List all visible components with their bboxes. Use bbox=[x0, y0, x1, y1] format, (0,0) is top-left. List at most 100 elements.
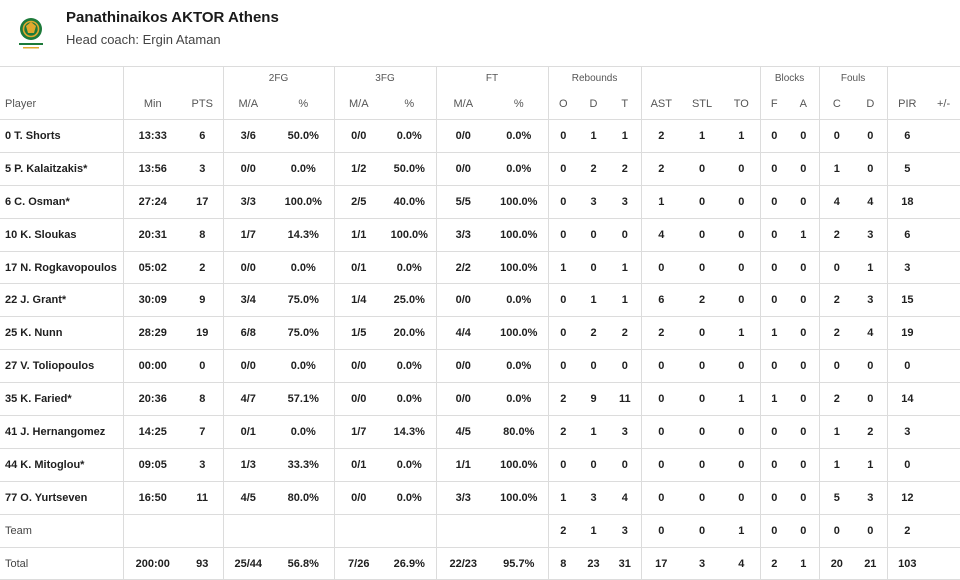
col-to[interactable]: TO bbox=[723, 89, 761, 120]
cell-player[interactable]: 35 K. Faried* bbox=[0, 382, 123, 417]
col-reb-d[interactable]: D bbox=[578, 89, 610, 120]
cell-2fg-pct: 50.0% bbox=[273, 119, 335, 153]
col-blk-f[interactable]: F bbox=[759, 89, 789, 120]
col-stl[interactable]: STL bbox=[681, 89, 724, 120]
cell-player[interactable]: 10 K. Sloukas bbox=[0, 218, 123, 252]
cell-reb-t: 11 bbox=[609, 382, 642, 417]
cell-blk-a: 1 bbox=[788, 218, 820, 252]
cell-foul-c: 4 bbox=[818, 185, 855, 219]
col-2fg-pct[interactable]: % bbox=[273, 89, 335, 120]
cell-pts: 0 bbox=[182, 349, 223, 384]
col-2fg-ma[interactable]: M/A bbox=[222, 89, 273, 120]
table-row[interactable]: 41 J. Hernangomez 14:25 7 0/1 0.0% 1/7 14.3% 4/… bbox=[0, 415, 960, 449]
cell-to: 4 bbox=[723, 547, 761, 580]
table-row[interactable]: 0 T. Shorts 13:33 6 3/6 50.0% 0/0 0.0% 0/0 0.0% 0… bbox=[0, 119, 960, 153]
col-3fg-pct[interactable]: % bbox=[383, 89, 437, 120]
cell-plus-minus bbox=[927, 415, 960, 449]
table-row[interactable]: 35 K. Faried* 20:36 8 4/7 57.1% 0/0 0.0% 0/0 0.0… bbox=[0, 382, 960, 417]
cell-pts: 9 bbox=[182, 283, 223, 318]
cell-reb-d: 23 bbox=[578, 547, 610, 580]
cell-plus-minus bbox=[927, 218, 960, 252]
cell-ast: 0 bbox=[640, 448, 682, 482]
column-header-row: Player Min PTS M/A % M/A % M/A % O D T A… bbox=[0, 89, 960, 120]
cell-ft-pct: 100.0% bbox=[490, 448, 549, 482]
cell-stl: 1 bbox=[681, 119, 724, 153]
col-foul-d[interactable]: D bbox=[854, 89, 888, 120]
cell-blk-f: 0 bbox=[759, 185, 789, 219]
cell-2fg-ma: 1/7 bbox=[222, 218, 273, 252]
cell-reb-t: 0 bbox=[609, 218, 642, 252]
cell-plus-minus bbox=[927, 448, 960, 482]
cell-player[interactable]: 0 T. Shorts bbox=[0, 119, 123, 153]
col-min[interactable]: Min bbox=[122, 89, 182, 120]
table-row[interactable]: 17 N. Rogkavopoulos 05:02 2 0/0 0.0% 0/1 0.0% 2… bbox=[0, 251, 960, 285]
cell-ft-pct: 0.0% bbox=[490, 152, 549, 186]
cell-blk-f: 0 bbox=[759, 415, 789, 449]
cell-blk-f: 2 bbox=[759, 547, 789, 580]
cell-player[interactable]: 41 J. Hernangomez bbox=[0, 415, 123, 449]
cell-reb-o: 0 bbox=[547, 185, 579, 219]
cell-3fg-ma: 0/1 bbox=[333, 251, 384, 285]
cell-foul-d: 3 bbox=[854, 283, 888, 318]
cell-foul-c: 1 bbox=[818, 152, 855, 186]
cell-3fg-ma: 1/2 bbox=[333, 152, 384, 186]
cell-3fg-pct: 0.0% bbox=[383, 119, 437, 153]
cell-to: 0 bbox=[723, 251, 761, 285]
col-player[interactable]: Player bbox=[0, 89, 123, 120]
cell-ast: 6 bbox=[640, 283, 682, 318]
col-pts[interactable]: PTS bbox=[182, 89, 223, 120]
cell-player[interactable]: 77 O. Yurtseven bbox=[0, 481, 123, 515]
col-3fg-ma[interactable]: M/A bbox=[333, 89, 384, 120]
cell-blk-a: 0 bbox=[788, 316, 820, 351]
cell-blk-a: 0 bbox=[788, 349, 820, 384]
col-reb-o[interactable]: O bbox=[547, 89, 579, 120]
table-row[interactable]: 6 C. Osman* 27:24 17 3/3 100.0% 2/5 40.0% 5/5 10… bbox=[0, 185, 960, 219]
table-row[interactable]: 25 K. Nunn 28:29 19 6/8 75.0% 1/5 20.0% 4/4 100.… bbox=[0, 316, 960, 351]
cell-to: 0 bbox=[723, 185, 761, 219]
cell-ft-ma: 4/4 bbox=[435, 316, 491, 351]
table-row[interactable]: 22 J. Grant* 30:09 9 3/4 75.0% 1/4 25.0% 0/0 0.0… bbox=[0, 283, 960, 318]
boxscore-table: 2FG 3FG FT Rebounds Blocks Fouls Player … bbox=[0, 66, 960, 580]
col-blk-a[interactable]: A bbox=[788, 89, 820, 120]
col-ft-pct[interactable]: % bbox=[490, 89, 549, 120]
cell-blk-f: 0 bbox=[759, 481, 789, 515]
cell-ft-pct: 100.0% bbox=[490, 251, 549, 285]
cell-2fg-ma: 4/7 bbox=[222, 382, 273, 417]
cell-reb-t: 1 bbox=[609, 119, 642, 153]
cell-reb-o: 1 bbox=[547, 251, 579, 285]
table-row[interactable]: 44 K. Mitoglou* 09:05 3 1/3 33.3% 0/1 0.0% 1/1 1… bbox=[0, 448, 960, 482]
cell-pts: 8 bbox=[182, 218, 223, 252]
cell-plus-minus bbox=[927, 152, 960, 186]
cell-reb-t: 0 bbox=[609, 448, 642, 482]
cell-blk-f: 0 bbox=[759, 448, 789, 482]
col-reb-t[interactable]: T bbox=[609, 89, 642, 120]
cell-player[interactable]: 5 P. Kalaitzakis* bbox=[0, 152, 123, 186]
cell-player[interactable]: 22 J. Grant* bbox=[0, 283, 123, 318]
cell-3fg-pct: 0.0% bbox=[383, 448, 437, 482]
table-row[interactable]: 5 P. Kalaitzakis* 13:56 3 0/0 0.0% 1/2 50.0% 0/… bbox=[0, 152, 960, 186]
cell-2fg-ma: 0/0 bbox=[222, 251, 273, 285]
table-row[interactable]: 77 O. Yurtseven 16:50 11 4/5 80.0% 0/0 0.0% 3/3… bbox=[0, 481, 960, 515]
cell-3fg-ma: 1/5 bbox=[333, 316, 384, 351]
cell-player[interactable]: 25 K. Nunn bbox=[0, 316, 123, 351]
table-row[interactable]: 10 K. Sloukas 20:31 8 1/7 14.3% 1/1 100.0% 3/3 1… bbox=[0, 218, 960, 252]
col-plus-minus[interactable]: +/- bbox=[927, 89, 960, 120]
col-pir[interactable]: PIR bbox=[886, 89, 928, 120]
table-row[interactable]: 27 V. Toliopoulos 00:00 0 0/0 0.0% 0/0 0.0% 0/0… bbox=[0, 349, 960, 384]
col-foul-c[interactable]: C bbox=[818, 89, 855, 120]
cell-player[interactable]: 44 K. Mitoglou* bbox=[0, 448, 123, 482]
cell-ft-ma: 5/5 bbox=[435, 185, 491, 219]
cell-pir: 15 bbox=[886, 283, 928, 318]
cell-foul-d: 4 bbox=[854, 185, 888, 219]
col-ft-ma[interactable]: M/A bbox=[435, 89, 491, 120]
cell-player[interactable]: 6 C. Osman* bbox=[0, 185, 123, 219]
cell-player[interactable]: 17 N. Rogkavopoulos bbox=[0, 251, 123, 285]
cell-min bbox=[122, 514, 182, 548]
cell-player[interactable]: 27 V. Toliopoulos bbox=[0, 349, 123, 384]
cell-reb-t: 3 bbox=[609, 415, 642, 449]
cell-reb-o: 0 bbox=[547, 316, 579, 351]
cell-ft-ma: 1/1 bbox=[435, 448, 491, 482]
cell-3fg-ma: 0/0 bbox=[333, 481, 384, 515]
col-ast[interactable]: AST bbox=[640, 89, 682, 120]
cell-foul-d: 0 bbox=[854, 382, 888, 417]
